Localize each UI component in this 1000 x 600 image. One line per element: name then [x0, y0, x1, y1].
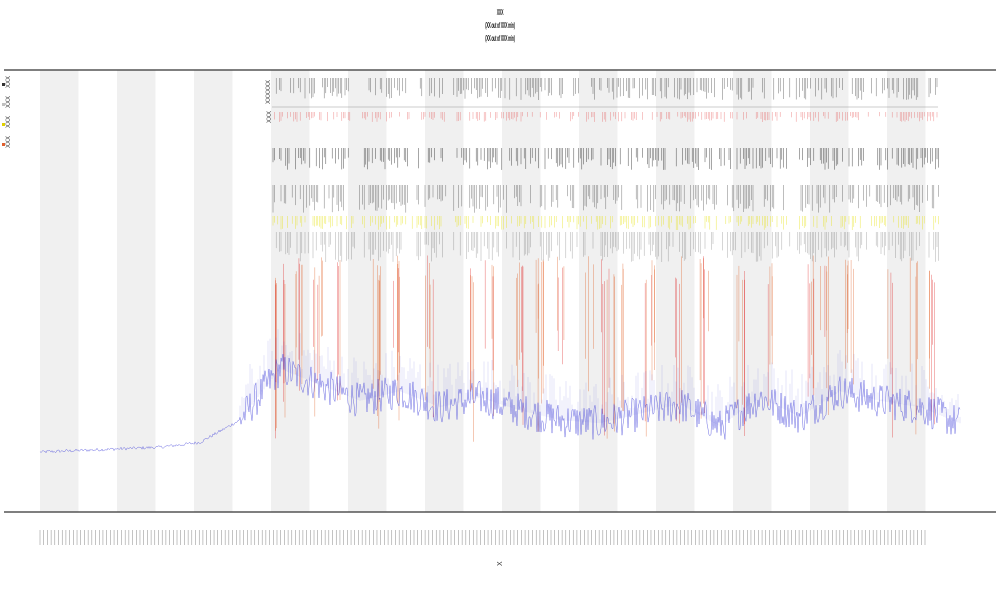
background-band [579, 70, 618, 512]
legend-item: XXX [2, 76, 16, 98]
legend-item: XXX [2, 136, 16, 158]
background-band [887, 70, 926, 512]
background-band [40, 70, 79, 512]
background-band [810, 70, 849, 512]
event-spike-layer [274, 255, 935, 442]
background-band [194, 70, 233, 512]
legend-swatch [2, 103, 5, 106]
background-band [271, 70, 310, 512]
x-axis-label: X [497, 561, 504, 566]
legend-swatch [2, 123, 5, 126]
background-band [117, 70, 156, 512]
legend-item: XXX [2, 96, 16, 118]
background-band [733, 70, 772, 512]
chart-subtitle-2: (XX out of XXX min) [485, 34, 515, 43]
background-band [656, 70, 695, 512]
signal-line [39, 354, 961, 454]
background-bands [40, 70, 926, 512]
background-band [348, 70, 387, 512]
chart-legend: XXX XXX XXX XXX [2, 76, 16, 158]
axes-layer [4, 69, 996, 513]
legend-swatch [2, 83, 5, 86]
legend-swatch [2, 143, 5, 146]
chart-title-block: XXX (XX out of XXX min) (XX out of XXX m… [0, 6, 1000, 45]
chart-subtitle-1: (XX out of XXX min) [485, 21, 515, 30]
signal-line-layer [39, 329, 961, 454]
legend-item: XXX [2, 116, 16, 138]
x-tick-layer [39, 530, 926, 545]
background-band [425, 70, 464, 512]
event-rug-layer [272, 78, 939, 262]
chart-title: XXX [496, 8, 504, 17]
signal-spikes [239, 329, 961, 427]
